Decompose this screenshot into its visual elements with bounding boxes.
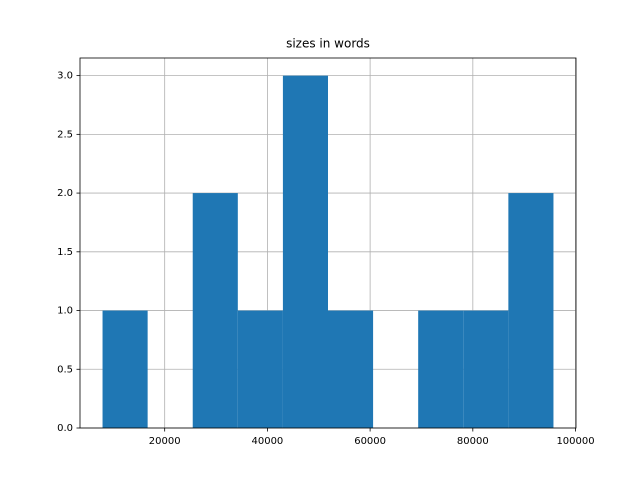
y-tick-label: 1.0 — [57, 306, 73, 317]
y-tick-label: 0.0 — [57, 423, 73, 434]
y-tick-label: 3.0 — [57, 71, 73, 82]
bar — [508, 193, 554, 428]
y-tick-label: 1.5 — [57, 247, 73, 258]
bar — [328, 310, 374, 428]
axes: 20000 40000 60000 80000 100000 0.0 0.5 1.0 1.5 2.… — [57, 71, 595, 447]
bars — [102, 75, 554, 428]
x-tick-label: 80000 — [457, 436, 489, 447]
bar — [463, 310, 509, 428]
bar — [418, 310, 464, 428]
bar — [192, 193, 238, 428]
x-tick-label: 20000 — [149, 436, 181, 447]
bar — [102, 310, 148, 428]
x-tick-label: 60000 — [354, 436, 386, 447]
x-tick-label: 40000 — [251, 436, 283, 447]
y-tick-label: 0.5 — [57, 364, 73, 375]
chart-title: sizes in words — [286, 37, 370, 51]
y-tick-label: 2.0 — [57, 188, 73, 199]
bar — [282, 75, 328, 428]
x-tick-label: 100000 — [556, 436, 594, 447]
plot-frame — [79, 57, 577, 429]
y-tick-label: 2.5 — [57, 129, 73, 140]
bar — [237, 310, 283, 428]
